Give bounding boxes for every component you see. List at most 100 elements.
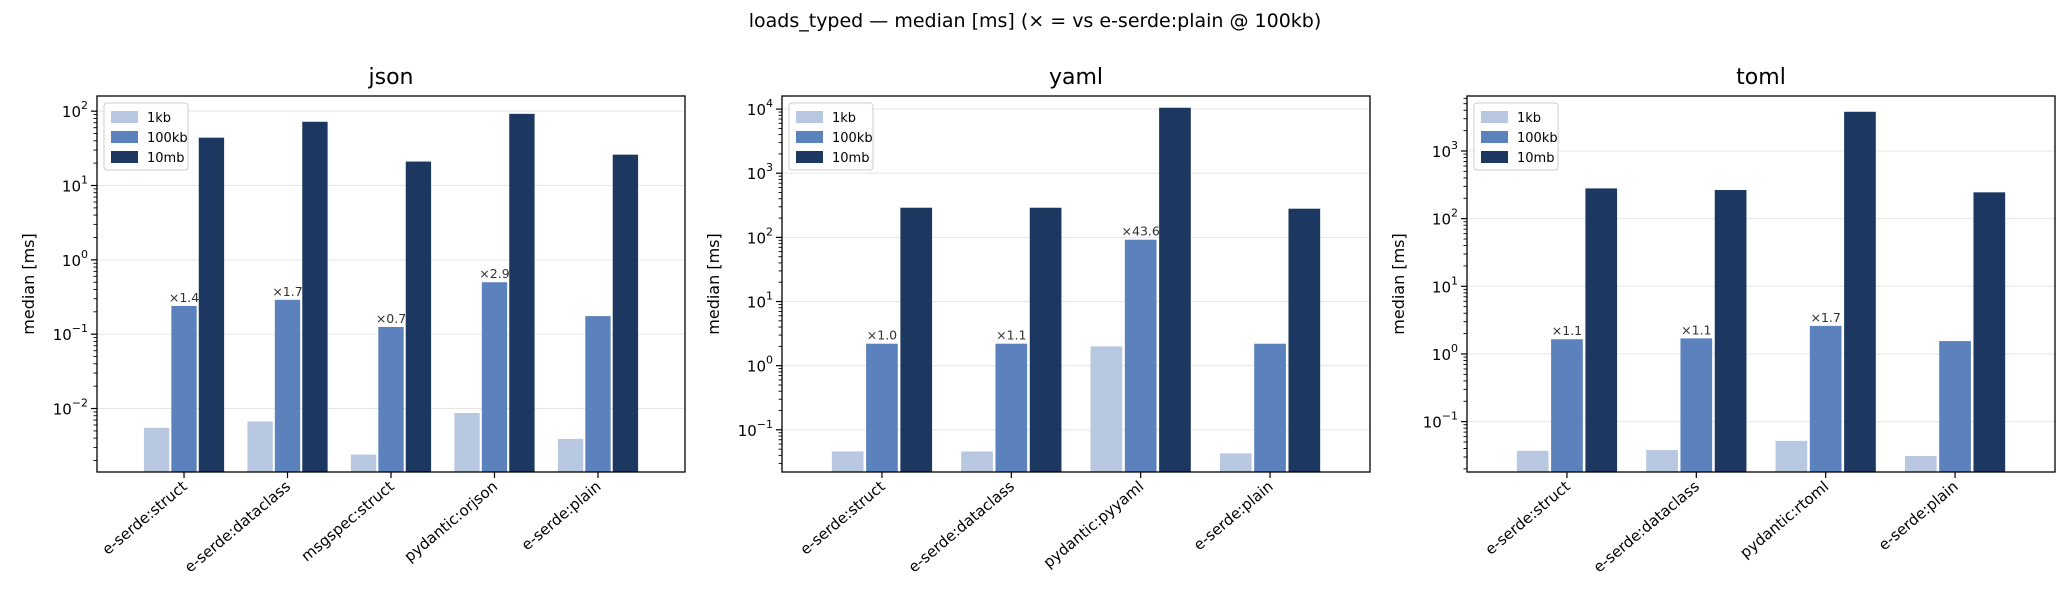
bar-100kb <box>481 282 508 472</box>
y-tick-label: 101 <box>62 174 88 196</box>
bar-1kb <box>1219 453 1252 472</box>
legend-swatch-100kb <box>111 131 138 143</box>
y-tick-label: 102 <box>1432 207 1458 229</box>
panel-toml: 10−1 100 101 102 103 ×1.1 e-serde:struct ×1.1 e-… <box>1389 65 2056 576</box>
y-tick-label: 10−1 <box>738 418 773 440</box>
legend: 1kb 100kb 10mb <box>1473 102 1559 171</box>
bar-10mb <box>198 137 225 472</box>
y-tick-label: 104 <box>747 97 773 119</box>
ratio-annotation: ×1.1 <box>996 328 1026 343</box>
y-tick-label: 101 <box>1432 274 1458 296</box>
panel-title: json <box>368 65 414 90</box>
ratio-annotation: ×1.7 <box>272 284 302 299</box>
bar-100kb <box>171 305 197 472</box>
panel-json: 10−2 10−1 100 101 102 ×1.4 e-serde:struct ×1.7 e… <box>19 65 686 576</box>
y-tick-label: 100 <box>62 248 88 270</box>
y-tick-label: 102 <box>747 225 773 247</box>
legend-label: 10mb <box>1517 151 1554 166</box>
x-tick-label: msgspec:struct <box>298 477 398 565</box>
bar-100kb <box>1809 325 1842 472</box>
panel-title: yaml <box>1049 65 1103 90</box>
bar-100kb <box>585 316 611 472</box>
y-tick-label: 10−1 <box>53 322 88 344</box>
y-tick-label: 10−2 <box>53 397 88 419</box>
y-tick-label: 100 <box>747 354 773 376</box>
legend-swatch-100kb <box>796 131 823 143</box>
y-tick-label: 101 <box>747 290 773 312</box>
bar-100kb <box>1680 338 1713 472</box>
legend-swatch-1kb <box>111 111 138 123</box>
y-tick-label: 102 <box>62 99 88 121</box>
legend-label: 10mb <box>832 151 869 166</box>
bar-1kb <box>247 421 273 472</box>
axes-frame <box>781 95 1371 473</box>
y-tick-label: 100 <box>1432 342 1458 364</box>
x-tick-label: pydantic:rtoml <box>1736 477 1832 561</box>
bar-1kb <box>1904 456 1937 472</box>
panel-title: toml <box>1736 65 1786 90</box>
x-tick-label: e-serde:dataclass <box>181 477 294 576</box>
bar-10mb <box>1844 111 1876 472</box>
x-tick-label: e-serde:plain <box>518 477 605 554</box>
bar-10mb <box>1029 207 1062 472</box>
bar-1kb <box>1090 346 1123 472</box>
ratio-annotation: ×1.0 <box>867 328 897 343</box>
legend: 1kb 100kb 10mb <box>103 102 189 171</box>
bar-10mb <box>1714 190 1747 473</box>
x-tick-label: e-serde:dataclass <box>1590 477 1703 576</box>
bar-1kb <box>143 427 170 472</box>
y-axis-label: median [ms] <box>19 233 38 334</box>
legend-swatch-100kb <box>1481 131 1508 143</box>
legend-label: 10mb <box>147 151 184 166</box>
ratio-annotation: ×43.6 <box>1122 224 1160 239</box>
x-tick-label: e-serde:struct <box>1482 477 1574 558</box>
legend-label: 100kb <box>832 131 873 146</box>
legend-swatch-1kb <box>1481 111 1508 123</box>
legend-swatch-10mb <box>796 151 823 163</box>
bar-100kb <box>1124 239 1157 472</box>
bar-100kb <box>1254 343 1286 472</box>
y-tick-label: 103 <box>1432 139 1458 161</box>
bar-10mb <box>509 113 535 473</box>
bar-10mb <box>302 121 328 472</box>
legend-label: 100kb <box>147 131 188 146</box>
legend-swatch-1kb <box>796 111 823 123</box>
bar-10mb <box>900 207 933 472</box>
panel-yaml: 10−1 100 101 102 103 104 ×1.0 e-serde:struct ×1.… <box>704 65 1371 576</box>
bar-10mb <box>1288 208 1321 472</box>
bar-1kb <box>350 454 377 472</box>
y-tick-label: 103 <box>747 161 773 183</box>
bar-100kb <box>1939 341 1971 472</box>
bar-10mb <box>405 161 432 472</box>
ratio-annotation: ×1.1 <box>1552 323 1582 338</box>
bar-100kb <box>378 326 404 472</box>
legend-swatch-10mb <box>111 151 138 163</box>
bar-100kb <box>274 299 301 472</box>
axes-frame <box>1466 95 2056 473</box>
bar-10mb <box>1973 192 2006 472</box>
ratio-annotation: ×1.4 <box>169 290 199 305</box>
bar-1kb <box>1775 440 1808 472</box>
bar-10mb <box>612 154 639 472</box>
x-tick-label: e-serde:plain <box>1190 477 1277 554</box>
legend-label: 1kb <box>147 111 171 126</box>
x-tick-label: e-serde:struct <box>99 477 191 558</box>
y-tick-label: 10−1 <box>1423 410 1458 432</box>
x-tick-label: pydantic:orjson <box>401 477 501 565</box>
bar-1kb <box>454 413 480 472</box>
ratio-annotation: ×1.7 <box>1811 310 1841 325</box>
x-tick-label: e-serde:struct <box>797 477 889 558</box>
bar-1kb <box>961 451 993 472</box>
ratio-annotation: ×2.9 <box>479 266 509 281</box>
bar-100kb <box>1551 339 1583 472</box>
bar-1kb <box>831 451 864 472</box>
bar-1kb <box>557 438 584 472</box>
bar-10mb <box>1159 107 1191 472</box>
bar-1kb <box>1646 450 1678 472</box>
bar-10mb <box>1585 188 1618 472</box>
figure-title: loads_typed — median [ms] (× = vs e-serd… <box>749 10 1322 32</box>
axes-frame <box>96 95 686 473</box>
legend-label: 1kb <box>1517 111 1541 126</box>
legend-swatch-10mb <box>1481 151 1508 163</box>
